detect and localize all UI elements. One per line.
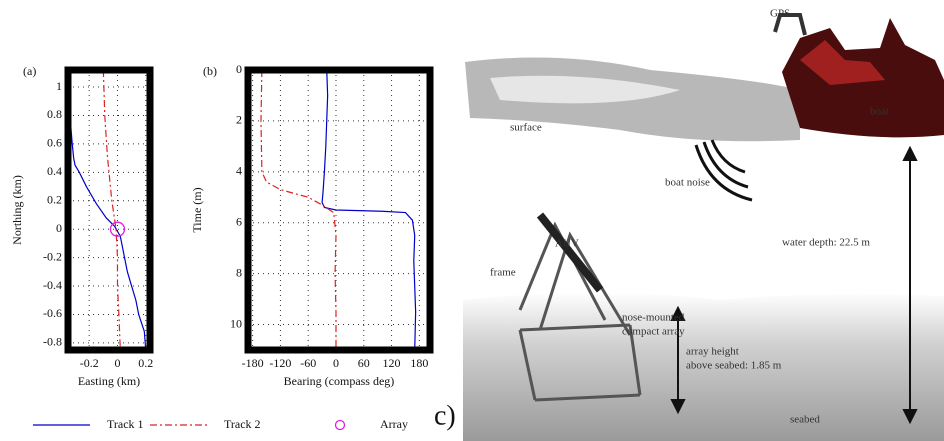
y-tick-label: -0.6 <box>43 306 62 320</box>
y-tick-label: 2 <box>236 113 242 127</box>
label-frame: frame <box>490 267 516 279</box>
panel-label: c) <box>434 400 456 431</box>
y-tick-label: 8 <box>236 265 242 279</box>
x-tick-label: 60 <box>358 356 370 370</box>
noise-arcs <box>694 139 753 202</box>
y-tick-label: -0.2 <box>43 249 62 263</box>
x-axis-label: Easting (km) <box>78 374 140 388</box>
line <box>70 126 147 351</box>
label-height: array height <box>686 346 739 358</box>
legend-label: Array <box>380 417 408 431</box>
x-tick-label: -0.2 <box>80 356 99 370</box>
surface-highlight <box>490 75 680 104</box>
y-tick-label: 0.4 <box>47 164 62 178</box>
plot-frame <box>244 66 434 354</box>
y-tick-label: 0 <box>236 62 242 76</box>
label-array: compact array <box>622 326 685 338</box>
label-gps: GPS <box>770 8 790 20</box>
illustration: GPS boat surface boat noise AUV frame no… <box>463 8 944 441</box>
label-boat: boat <box>870 106 889 118</box>
y-tick-label: 0 <box>56 221 62 235</box>
arrows <box>670 145 918 425</box>
y-tick-label: -0.8 <box>43 335 62 349</box>
plot-frame <box>64 66 154 354</box>
legend-label: Track 2 <box>224 417 261 431</box>
label-depth: water depth: 22.5 m <box>782 237 870 249</box>
label-array: nose-mounted <box>622 312 685 324</box>
gps-mast <box>773 13 807 36</box>
x-tick-label: 0 <box>333 356 339 370</box>
x-tick-label: 0.2 <box>138 356 153 370</box>
line <box>102 69 121 351</box>
line <box>260 69 337 350</box>
label-seabed: seabed <box>790 414 820 426</box>
y-tick-label: 1 <box>56 79 62 93</box>
legend-label: Track 1 <box>107 417 144 431</box>
label-height: above seabed: 1.85 m <box>686 360 782 372</box>
panel-label: (a) <box>23 64 36 78</box>
x-tick-label: 180 <box>410 356 428 370</box>
y-axis-label: Time (m) <box>190 187 204 232</box>
y-tick-label: 10 <box>230 316 242 330</box>
boat-highlight <box>800 40 885 85</box>
line <box>321 69 417 351</box>
y-tick-label: 0.8 <box>47 107 62 121</box>
auv-shape <box>536 212 604 293</box>
x-tick-label: -60 <box>300 356 316 370</box>
y-axis-label: Northing (km) <box>10 175 24 245</box>
label-surface: surface <box>510 122 542 134</box>
y-tick-label: 0.6 <box>47 136 62 150</box>
panel-label: (b) <box>203 64 217 78</box>
label-noise: boat noise <box>665 177 710 189</box>
x-tick-label: 120 <box>383 356 401 370</box>
legend-marker <box>334 419 346 431</box>
marker <box>109 221 126 237</box>
frame-shape <box>518 221 642 402</box>
label-auv: AUV <box>555 238 579 250</box>
y-tick-label: 0.2 <box>47 193 62 207</box>
x-tick-label: 0 <box>114 356 120 370</box>
y-tick-label: -0.4 <box>43 278 62 292</box>
x-tick-label: -120 <box>269 356 291 370</box>
y-tick-label: 4 <box>236 164 242 178</box>
seabed-shape <box>463 292 944 441</box>
x-tick-label: -180 <box>242 356 264 370</box>
y-tick-label: 6 <box>236 214 242 228</box>
x-axis-label: Bearing (compass deg) <box>284 374 395 388</box>
